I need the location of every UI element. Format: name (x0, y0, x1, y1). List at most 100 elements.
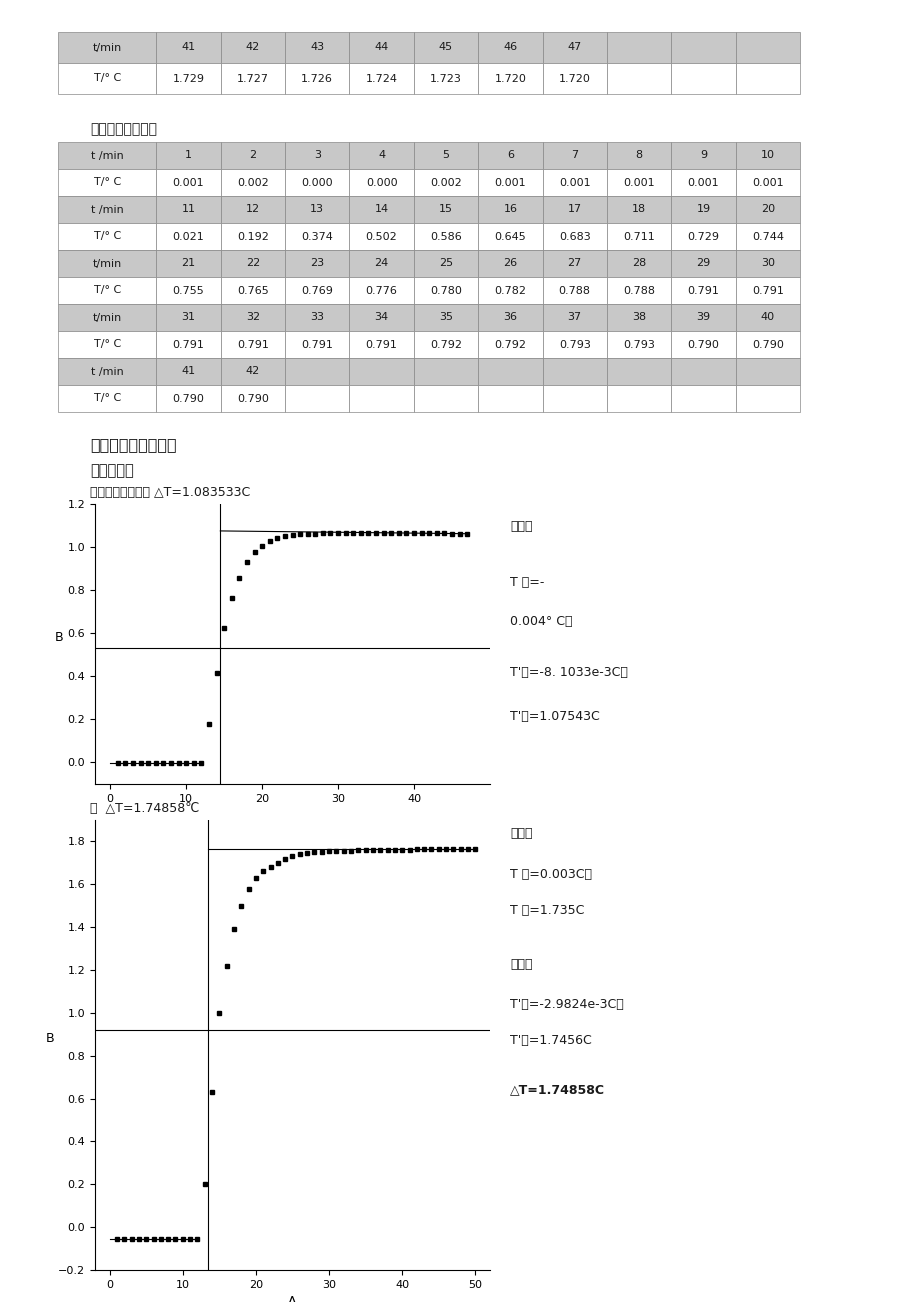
Text: t/min: t/min (93, 312, 121, 323)
Bar (221, 62, 285, 94)
Text: t /min: t /min (91, 151, 123, 160)
Bar (349, 250, 414, 277)
Text: 13: 13 (310, 204, 323, 215)
Text: 5: 5 (442, 151, 449, 160)
Text: T 终=1.735C: T 终=1.735C (509, 904, 584, 917)
Text: 32: 32 (245, 312, 260, 323)
Bar (285, 169, 349, 197)
Bar (478, 33, 542, 62)
Text: 38: 38 (631, 312, 645, 323)
Bar (156, 250, 221, 277)
Bar (156, 358, 221, 385)
Bar (349, 33, 414, 62)
Text: t/min: t/min (93, 43, 121, 52)
Text: T'始=-2.9824e-3C；: T'始=-2.9824e-3C； (509, 999, 623, 1010)
Bar (671, 169, 735, 197)
Text: 0.788: 0.788 (558, 285, 590, 296)
Bar (285, 62, 349, 94)
Bar (607, 62, 671, 94)
Bar (735, 303, 800, 331)
Bar (671, 303, 735, 331)
Bar (58, 62, 156, 94)
Bar (349, 358, 414, 385)
Text: 42: 42 (245, 43, 260, 52)
Bar (542, 277, 607, 303)
Text: t /min: t /min (91, 204, 123, 215)
Text: 30: 30 (760, 259, 774, 268)
Text: 0.711: 0.711 (622, 232, 654, 241)
Bar (349, 223, 414, 250)
Bar (58, 33, 156, 62)
Text: 42: 42 (245, 366, 260, 376)
Bar (607, 250, 671, 277)
Text: 0.793: 0.793 (622, 340, 654, 349)
Bar (156, 331, 221, 358)
Bar (735, 358, 800, 385)
Bar (156, 223, 221, 250)
Text: 3: 3 (313, 151, 321, 160)
Bar (735, 250, 800, 277)
Text: 0.002: 0.002 (430, 177, 461, 187)
Text: 0.792: 0.792 (429, 340, 461, 349)
Bar (607, 197, 671, 223)
Bar (478, 142, 542, 169)
Text: 21: 21 (181, 259, 196, 268)
Text: 0.001: 0.001 (751, 177, 783, 187)
Bar (156, 303, 221, 331)
Bar (735, 385, 800, 411)
Bar (58, 197, 156, 223)
Bar (414, 142, 478, 169)
Text: 0.744: 0.744 (751, 232, 783, 241)
Text: 18: 18 (631, 204, 645, 215)
Bar (542, 223, 607, 250)
Text: 40: 40 (760, 312, 774, 323)
Text: 0.769: 0.769 (301, 285, 333, 296)
Bar (671, 331, 735, 358)
Text: 0.002: 0.002 (237, 177, 268, 187)
Bar (156, 33, 221, 62)
Text: 0.792: 0.792 (494, 340, 526, 349)
Text: 0.791: 0.791 (173, 340, 204, 349)
Bar (414, 169, 478, 197)
Text: 校正后: 校正后 (509, 957, 532, 970)
Bar (58, 169, 156, 197)
Text: 0.502: 0.502 (366, 232, 397, 241)
Bar (285, 197, 349, 223)
Y-axis label: B: B (45, 1032, 54, 1046)
Bar (221, 33, 285, 62)
Text: 35: 35 (438, 312, 452, 323)
Bar (221, 142, 285, 169)
Text: 28: 28 (631, 259, 645, 268)
Bar (671, 223, 735, 250)
Text: 0.000: 0.000 (301, 177, 333, 187)
Text: T'终=1.07543C: T'终=1.07543C (509, 711, 599, 724)
Bar (542, 303, 607, 331)
Text: T/° C: T/° C (94, 393, 120, 404)
Text: 0.790: 0.790 (237, 393, 268, 404)
Text: 45: 45 (438, 43, 452, 52)
Bar (542, 142, 607, 169)
Bar (221, 277, 285, 303)
Bar (478, 277, 542, 303)
Text: 1.727: 1.727 (236, 73, 268, 83)
Text: 0.001: 0.001 (173, 177, 204, 187)
Bar (478, 303, 542, 331)
Text: 苯甲酸（第二次）: 苯甲酸（第二次） (90, 122, 157, 135)
Text: 4: 4 (378, 151, 385, 160)
Text: 7: 7 (571, 151, 578, 160)
Text: 原始値: 原始値 (509, 519, 532, 533)
Bar (478, 223, 542, 250)
Text: 33: 33 (310, 312, 323, 323)
Bar (156, 142, 221, 169)
Bar (221, 358, 285, 385)
Text: 0.791: 0.791 (365, 340, 397, 349)
Y-axis label: B: B (55, 631, 63, 644)
Text: 24: 24 (374, 259, 389, 268)
Text: 0.192: 0.192 (237, 232, 268, 241)
Bar (349, 331, 414, 358)
Text: 0.004° C；: 0.004° C； (509, 615, 572, 628)
Text: 1: 1 (185, 151, 192, 160)
Bar (221, 223, 285, 250)
Bar (58, 303, 156, 331)
Text: 0.791: 0.791 (237, 340, 268, 349)
